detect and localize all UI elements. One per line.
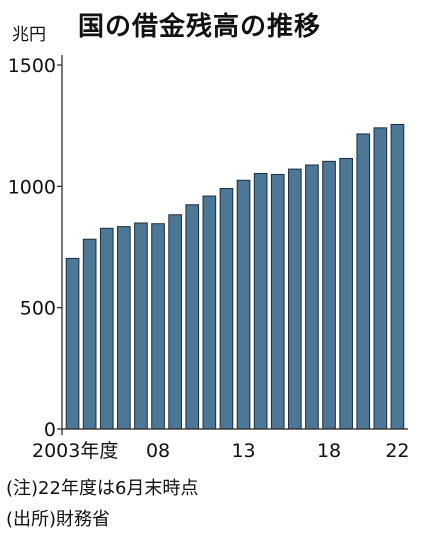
bar-2005 bbox=[99, 227, 114, 430]
x-tick-label: 13 bbox=[231, 440, 255, 462]
x-tick-label: 18 bbox=[317, 440, 341, 462]
x-tick-label: 08 bbox=[146, 440, 170, 462]
bar-2015 bbox=[270, 173, 285, 430]
bar-2011 bbox=[202, 195, 217, 430]
bar-2004 bbox=[82, 238, 97, 430]
bars bbox=[65, 123, 405, 430]
bar-2007 bbox=[134, 222, 148, 430]
y-tick-label: 1000 bbox=[8, 176, 56, 198]
bar-2006 bbox=[117, 226, 131, 430]
source-note: (出所)財務省 bbox=[6, 509, 111, 530]
bar-2013 bbox=[236, 179, 251, 430]
bar-2021 bbox=[373, 127, 388, 430]
bar-2012 bbox=[219, 188, 234, 430]
y-tick-label: 0 bbox=[44, 419, 56, 441]
bar-2008 bbox=[151, 223, 165, 430]
bar-2016 bbox=[288, 168, 302, 430]
chart-title: 国の借金残高の推移 bbox=[78, 12, 322, 42]
bar-2019 bbox=[339, 157, 353, 430]
x-tick-label: 22 bbox=[385, 440, 409, 462]
bar-2014 bbox=[253, 172, 268, 430]
bar-2003 bbox=[65, 257, 80, 430]
bar-2020 bbox=[356, 133, 371, 430]
bar-2010 bbox=[185, 204, 200, 430]
unit-label: 兆円 bbox=[12, 25, 46, 45]
footnote: (注)22年度は6月末時点 bbox=[6, 478, 199, 499]
y-tick-label: 500 bbox=[20, 298, 56, 320]
y-axis: 0 500 1000 1500 bbox=[8, 55, 63, 441]
x-axis: 2003年度 08 13 18 22 bbox=[32, 428, 410, 462]
bar-2018 bbox=[322, 160, 336, 430]
y-tick-label: 1500 bbox=[8, 55, 56, 77]
x-tick-label: 2003年度 bbox=[32, 440, 118, 462]
bar-2022 bbox=[390, 123, 405, 430]
bar-2017 bbox=[305, 164, 319, 430]
bar-2009 bbox=[168, 214, 182, 430]
